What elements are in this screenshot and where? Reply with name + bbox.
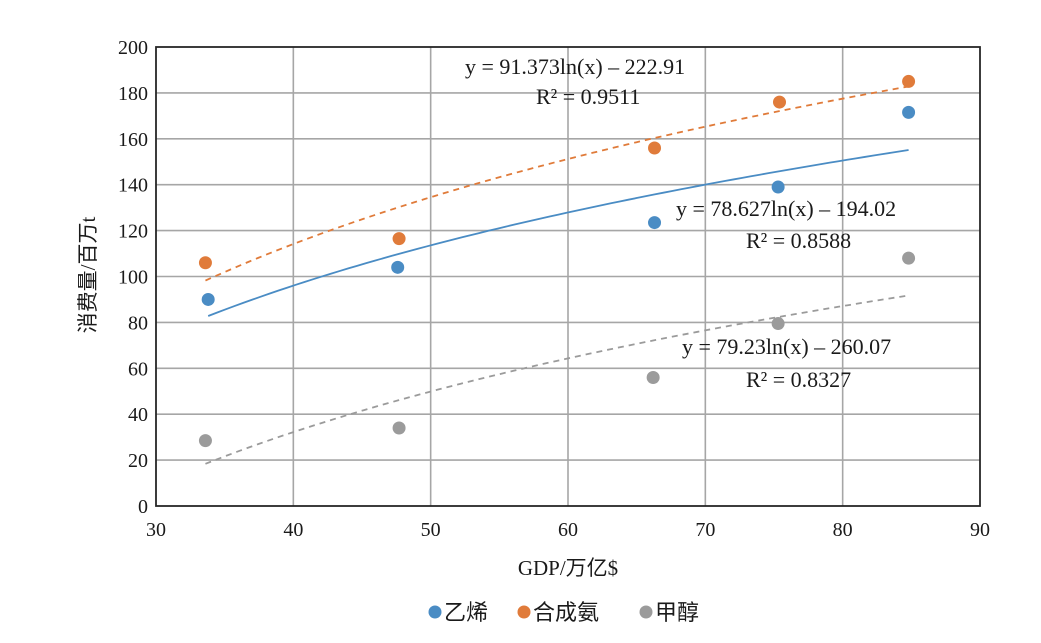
legend-label-ammonia: 合成氨 [533, 601, 599, 626]
trendlines [205, 85, 909, 465]
y-tick-label: 200 [118, 37, 148, 59]
trendline-methanol [205, 294, 909, 465]
data-point-methanol [771, 317, 785, 331]
x-tick-label: 70 [695, 519, 715, 541]
plot-area-border [155, 46, 981, 507]
data-point-ethylene [201, 292, 215, 306]
trendline-r2-ethylene: R² = 0.8588 [746, 228, 851, 253]
y-tick-label: 120 [118, 221, 148, 243]
y-axis-ticks: 0 20 40 60 80 100 120 140 160 180 200 [118, 37, 148, 518]
y-tick-label: 140 [118, 175, 148, 197]
data-point-methanol [646, 370, 660, 384]
y-axis-label: 消费量/百万t [76, 217, 100, 334]
x-axis-ticks: 30 40 50 60 70 80 90 [146, 519, 990, 541]
y-tick-label: 80 [128, 312, 148, 334]
y-tick-label: 160 [118, 129, 148, 151]
y-tick-label: 0 [138, 496, 148, 518]
data-point-ammonia [772, 95, 786, 109]
legend: 乙烯 合成氨 甲醇 [428, 601, 699, 626]
trendline-equation-ethylene: y = 78.627ln(x) – 194.02 [676, 196, 896, 221]
trendline-equation-ammonia: y = 91.373ln(x) – 222.91 [465, 54, 685, 79]
data-point-methanol [198, 434, 212, 448]
x-tick-label: 80 [833, 519, 853, 541]
y-tick-label: 180 [118, 83, 148, 105]
trendline-r2-ammonia: R² = 0.9511 [536, 84, 640, 109]
trendline-equation-methanol: y = 79.23ln(x) – 260.07 [682, 334, 891, 359]
data-point-ammonia [198, 256, 212, 270]
data-point-methanol [392, 421, 406, 435]
data-point-methanol [902, 251, 916, 265]
x-tick-label: 30 [146, 519, 166, 541]
x-axis-label: GDP/万亿$ [518, 556, 618, 580]
y-tick-label: 100 [118, 267, 148, 289]
legend-label-ethylene: 乙烯 [444, 601, 488, 626]
data-point-ethylene [771, 180, 785, 194]
legend-marker-ammonia [517, 605, 531, 619]
x-tick-label: 40 [283, 519, 303, 541]
x-tick-label: 90 [970, 519, 990, 541]
y-tick-label: 40 [128, 404, 148, 426]
legend-marker-methanol [639, 605, 653, 619]
trendline-r2-methanol: R² = 0.8327 [746, 367, 851, 392]
data-points [198, 74, 916, 448]
x-tick-label: 60 [558, 519, 578, 541]
data-point-ethylene [648, 216, 662, 230]
legend-marker-ethylene [428, 605, 442, 619]
data-point-ethylene [391, 260, 405, 274]
x-tick-label: 50 [421, 519, 441, 541]
data-point-ammonia [648, 141, 662, 155]
data-point-ammonia [902, 74, 916, 88]
data-point-ethylene [902, 105, 916, 119]
y-tick-label: 20 [128, 450, 148, 472]
grid [156, 47, 980, 506]
legend-label-methanol: 甲醇 [655, 601, 699, 626]
trendline-ammonia [205, 85, 909, 282]
data-point-ammonia [392, 232, 406, 246]
trendline-ethylene [207, 149, 909, 317]
y-tick-label: 60 [128, 358, 148, 380]
